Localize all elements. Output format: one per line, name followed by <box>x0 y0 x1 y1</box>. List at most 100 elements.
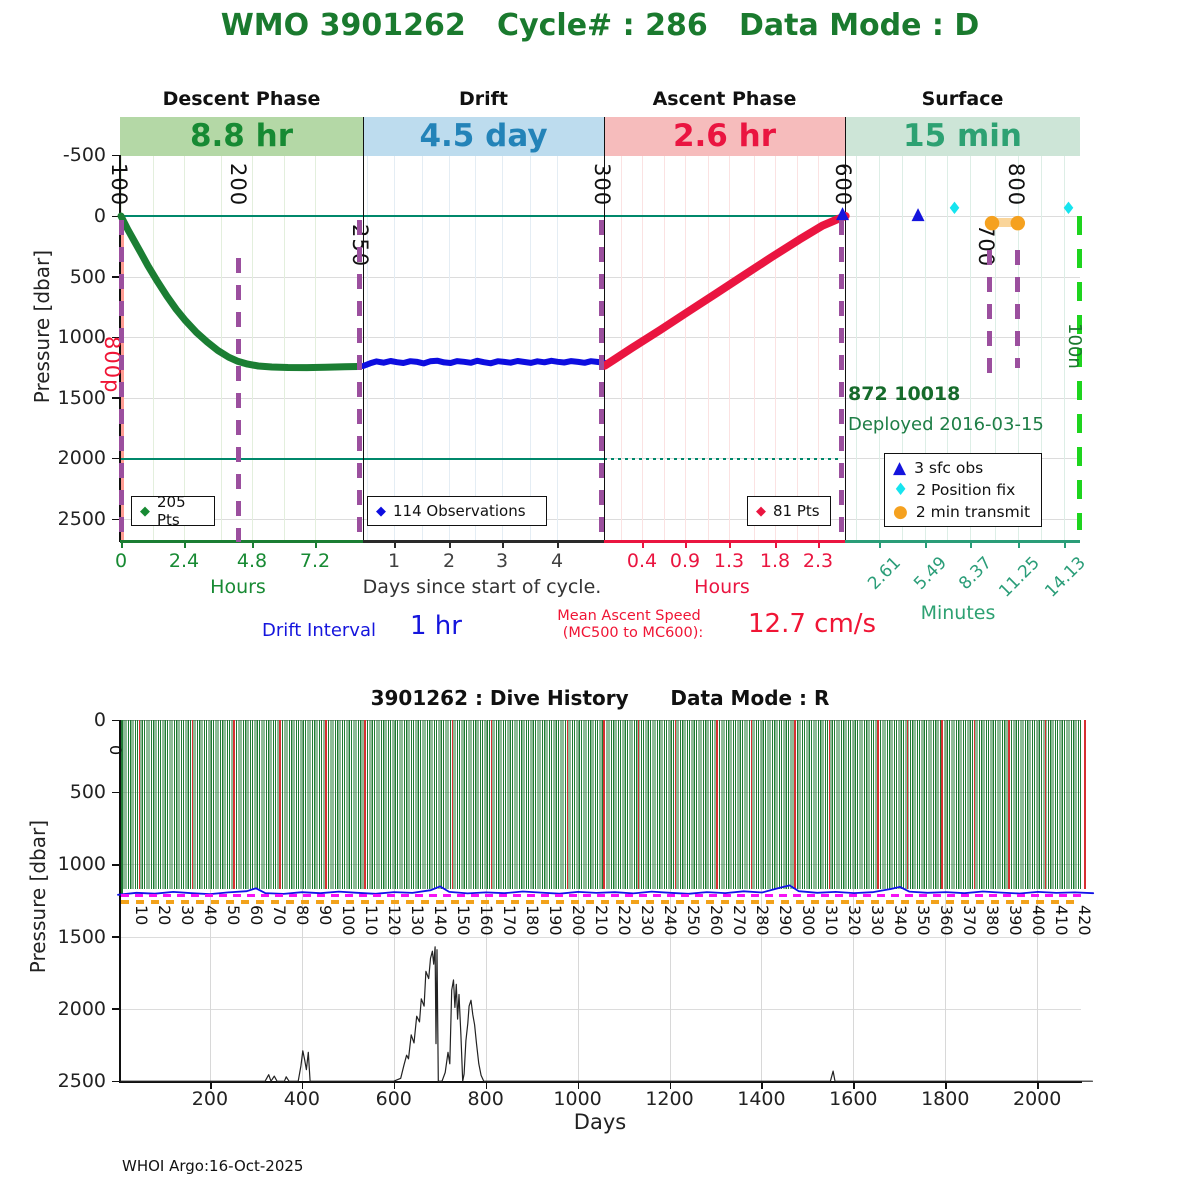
park-target-line <box>121 900 1081 905</box>
phase-band-1: 8.8 hr <box>120 117 363 156</box>
top-x-tick <box>1064 541 1066 548</box>
cycle-number-label: 20 <box>155 905 174 926</box>
top-x-tick <box>252 541 254 548</box>
event-cycle-line <box>233 720 235 889</box>
phase-duration: 15 min <box>903 118 1022 154</box>
phase-band-3: 2.6 hr <box>604 117 845 156</box>
cycle-number-label: 350 <box>914 905 933 936</box>
top-x-tick <box>685 541 687 548</box>
cycle-zero-label: 0 <box>106 745 125 756</box>
surface-legend-item: ● 2 min transmit <box>893 502 1033 523</box>
event-cycle-line <box>1044 720 1047 889</box>
cycle-number-label: 380 <box>983 905 1002 936</box>
message-code-label: 100 <box>107 163 131 207</box>
cycle-number-label: 420 <box>1075 905 1094 936</box>
bottom-x-tick <box>485 1082 488 1089</box>
event-line-ascent-start <box>599 220 604 542</box>
position-fix-marker: ♦ <box>946 199 963 220</box>
axis-unit-label: Days since start of cycle. <box>362 576 602 598</box>
bottom-spine-1 <box>120 540 363 543</box>
event-line-transmit-start <box>987 250 992 380</box>
top-x-tick-label: 0.4 <box>626 550 658 572</box>
cycle-number-label: 90 <box>316 905 335 926</box>
surface-legend-item: ▲ 3 sfc obs <box>893 458 1033 479</box>
cycle-number-label: 400 <box>1029 905 1048 936</box>
bottom-x-spine <box>119 1081 1082 1083</box>
cycle-number-label: 10 <box>132 905 151 926</box>
event-cycle-line <box>794 720 796 889</box>
top-x-tick-label: 4.8 <box>236 550 268 572</box>
top-y-tick <box>112 154 120 157</box>
bottom-y-tick-label: 1000 <box>57 853 106 876</box>
top-x-tick <box>729 541 731 548</box>
top-grid-vline <box>152 156 154 541</box>
ascent-speed-label: Mean Ascent Speed <box>557 608 701 624</box>
event-cycle-line <box>674 720 677 889</box>
bottom-y-tick-label: 0 <box>93 709 106 731</box>
park-2000-line <box>120 458 604 460</box>
top-grid-vline <box>220 156 222 541</box>
bottom-y-tick-label: 500 <box>69 781 106 804</box>
top-grid-vline <box>474 156 476 541</box>
ascent-speed-value: 12.7 cm/s <box>748 609 877 639</box>
top-grid-vline <box>283 156 285 541</box>
bottom-spine-4 <box>845 540 1080 543</box>
top-x-tick-label: 1 <box>387 550 401 572</box>
next-cycle-code-label: 100n <box>1064 323 1085 369</box>
top-y-tick <box>112 336 120 339</box>
message-code-label: 600 <box>831 163 855 207</box>
phase-name: Ascent Phase <box>652 88 797 110</box>
message-code-label: 700 <box>974 224 998 268</box>
min-transmit-marker: ● <box>1009 210 1027 233</box>
event-cycle-line <box>750 720 753 889</box>
cycle-number-label: 80 <box>293 905 312 926</box>
top-grid-vline <box>729 156 730 541</box>
cycle-number-label: 120 <box>385 905 404 936</box>
top-x-tick <box>557 541 559 548</box>
top-grid-vline <box>394 156 395 541</box>
top-y-axis-label: Pressure [dbar] <box>30 250 54 404</box>
section-boundary-drift <box>363 117 365 542</box>
bottom-x-tick <box>669 1082 672 1089</box>
top-grid-vline <box>995 156 996 541</box>
top-x-tick <box>315 541 317 548</box>
top-x-tick-label: 3 <box>495 550 509 572</box>
float-id-label: 872 10018 <box>848 383 961 405</box>
event-cycle-line <box>603 720 605 889</box>
top-x-tick-label: 2 <box>442 550 456 572</box>
bottom-x-tick-label: 1000 <box>553 1088 602 1110</box>
event-cycle-line <box>451 720 454 889</box>
drift-interval-value: 1 hr <box>410 611 462 641</box>
top-grid-vline <box>252 156 253 541</box>
bottom-left-spine <box>119 720 121 1082</box>
event-cycle-line <box>1008 720 1010 889</box>
top-x-tick <box>449 541 451 548</box>
bottom-x-tick <box>209 1082 212 1089</box>
event-cycle-line <box>906 720 909 889</box>
bottom-x-tick <box>393 1082 396 1089</box>
event-line-surface-start <box>839 220 844 542</box>
bottom-x-tick-label: 800 <box>467 1088 504 1110</box>
top-y-tick-label: 1000 <box>57 326 106 349</box>
axis-unit-label: Hours <box>694 576 750 598</box>
cycle-number-label: 290 <box>776 905 795 936</box>
drift-legend-label: 114 Observations <box>393 502 526 520</box>
top-grid-vline <box>421 156 423 541</box>
bottom-y-tick <box>112 1008 120 1011</box>
park-2000-dotted-line <box>604 458 841 460</box>
top-grid-vline <box>707 156 709 541</box>
transmit-span-bar <box>991 218 1019 227</box>
top-grid-vline <box>685 156 686 541</box>
top-x-tick-label: 11.25 <box>995 553 1045 602</box>
cycle-number-label: 410 <box>1052 905 1071 936</box>
message-code-label: 200 <box>226 163 250 207</box>
bottom-y-tick-label: 2000 <box>57 997 106 1020</box>
top-grid-vline <box>902 156 903 541</box>
ascent-trace <box>600 212 850 370</box>
profile-lines-block <box>121 720 1081 889</box>
axis-unit-label: Hours <box>210 576 266 598</box>
bottom-x-tick-label: 1600 <box>829 1088 878 1110</box>
top-y-tick-label: 500 <box>69 265 106 288</box>
phase-duration: 8.8 hr <box>189 118 294 154</box>
cycle-number-label: 50 <box>224 905 243 926</box>
